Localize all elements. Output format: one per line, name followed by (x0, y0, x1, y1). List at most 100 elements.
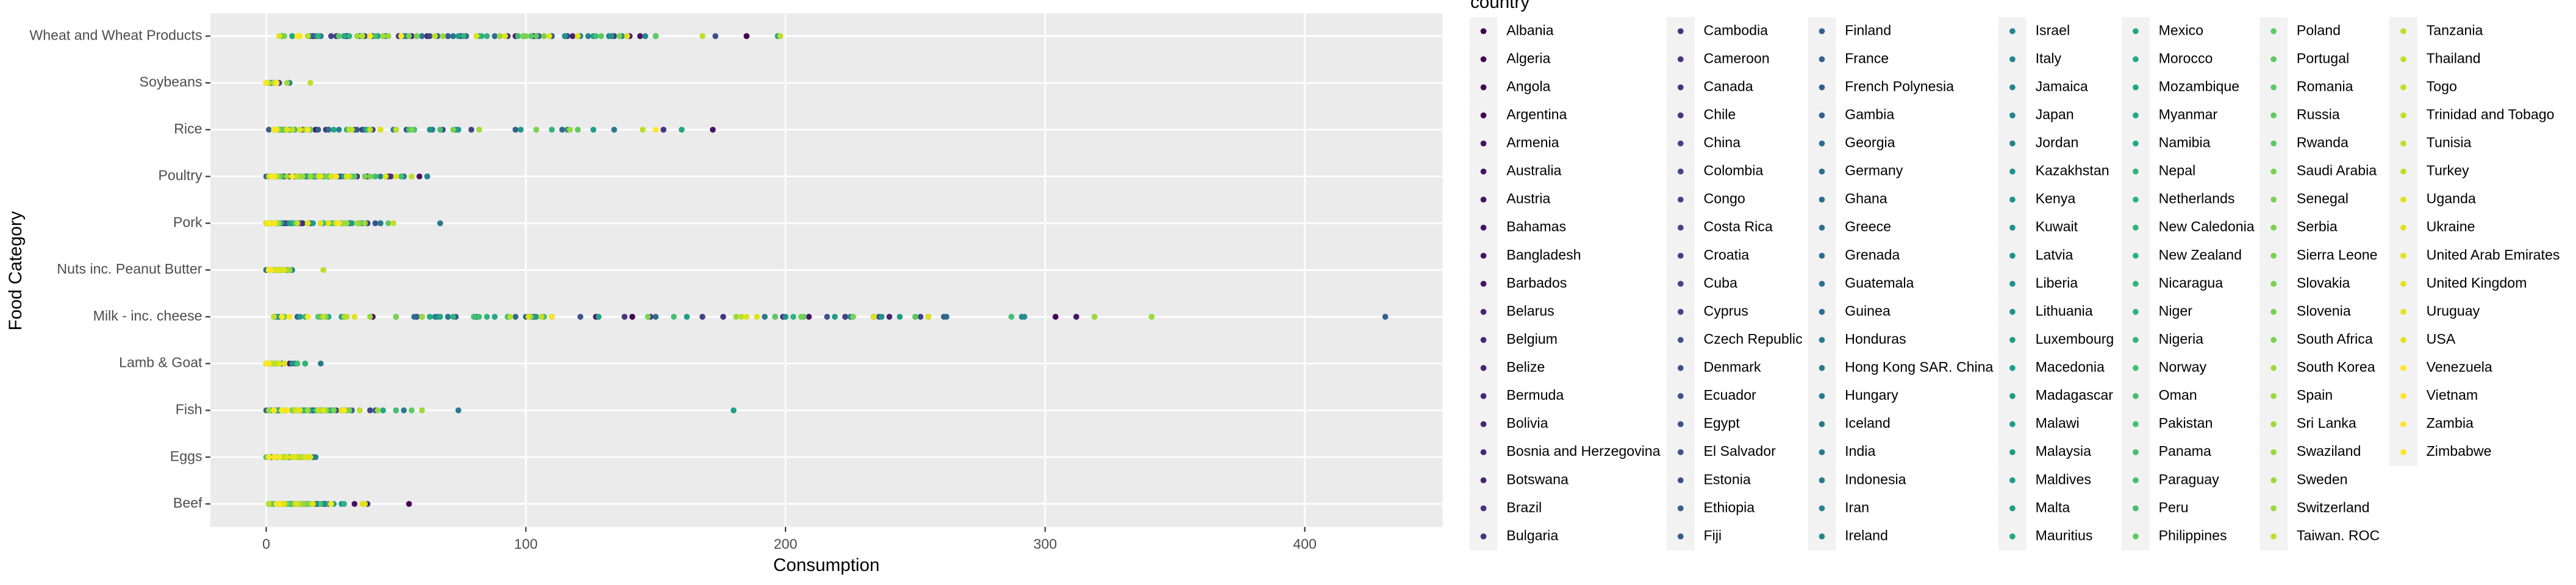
legend-label: South Africa (2297, 331, 2373, 347)
point (642, 33, 648, 40)
point (294, 407, 301, 414)
point (426, 126, 433, 133)
point (284, 454, 290, 461)
point (279, 314, 285, 320)
legend-label: Kenya (2036, 191, 2076, 207)
legend-key (2270, 393, 2277, 399)
legend-label: Brazil (1506, 499, 1542, 515)
point (362, 173, 368, 180)
legend-key (1480, 477, 1487, 483)
legend-key (2133, 28, 2139, 35)
legend-label: Sierra Leone (2297, 247, 2378, 263)
legend-key (1480, 168, 1487, 175)
legend-label: Philippines (2159, 527, 2227, 543)
legend-key (1819, 336, 1825, 343)
legend-label: Uganda (2427, 191, 2476, 207)
point (393, 314, 399, 320)
point (520, 33, 526, 40)
point (512, 314, 519, 320)
legend-label: Botswana (1506, 471, 1569, 487)
point (271, 220, 277, 227)
point (653, 314, 659, 320)
legend-label: Armenia (1506, 135, 1559, 151)
legend-key (2400, 224, 2406, 231)
point (354, 220, 360, 227)
legend-key (1819, 56, 1825, 63)
point (331, 407, 337, 414)
point (318, 173, 324, 180)
legend-label: Malawi (2036, 415, 2080, 431)
point (712, 33, 718, 40)
point (289, 173, 295, 180)
legend-label: Portugal (2297, 50, 2349, 66)
point (577, 314, 584, 320)
legend-label: Swaziland (2297, 443, 2361, 459)
legend-label: Malta (2036, 499, 2070, 515)
legend-key (1819, 533, 1825, 540)
point (276, 454, 282, 461)
point (271, 407, 277, 414)
point (279, 407, 285, 414)
legend-label: Venezuela (2427, 359, 2492, 375)
legend-key (2400, 365, 2406, 371)
legend-key (2400, 140, 2406, 147)
legend-label: Colombia (1703, 163, 1763, 179)
legend-label: United Kingdom (2427, 275, 2527, 291)
point (450, 126, 456, 133)
legend-label: India (1845, 443, 1875, 459)
legend-label: Ireland (1845, 527, 1888, 543)
legend-label: Guatemala (1845, 275, 1914, 291)
legend-key (2400, 308, 2406, 315)
point (549, 314, 555, 320)
y-tick-label: Beef (173, 495, 202, 511)
legend-key (2133, 449, 2139, 455)
point (473, 33, 480, 40)
legend-key (2133, 421, 2139, 427)
point (731, 407, 737, 414)
legend-key (1677, 140, 1684, 147)
legend-label: Congo (1703, 191, 1745, 207)
point (1008, 314, 1015, 320)
point (699, 314, 706, 320)
point (351, 501, 358, 507)
point (284, 80, 290, 86)
legend-label: Slovenia (2297, 303, 2351, 319)
legend-key (2133, 533, 2139, 540)
legend-key (2270, 112, 2277, 119)
point (754, 314, 760, 320)
point (281, 267, 288, 273)
point (416, 173, 423, 180)
point (273, 126, 280, 133)
point (372, 33, 379, 40)
point (1091, 314, 1098, 320)
point (351, 173, 358, 180)
point (393, 407, 399, 414)
point (640, 126, 646, 133)
legend-key (2400, 449, 2406, 455)
legend-key (1677, 84, 1684, 91)
point (359, 33, 365, 40)
point (372, 173, 379, 180)
legend-label: Thailand (2427, 50, 2481, 66)
point (289, 126, 295, 133)
legend-label: Malaysia (2036, 443, 2091, 459)
point (271, 454, 277, 461)
legend-key (1480, 84, 1487, 91)
legend-label: Pakistan (2159, 415, 2213, 431)
legend-key (2400, 112, 2406, 119)
legend-label: Fiji (1703, 527, 1722, 543)
point (265, 360, 272, 367)
point (409, 126, 415, 133)
legend-label: Serbia (2297, 219, 2338, 235)
legend-label: Panama (2159, 443, 2211, 459)
legend-key (2009, 477, 2016, 483)
point (460, 33, 467, 40)
point (515, 33, 521, 40)
point (307, 173, 313, 180)
point (294, 33, 301, 40)
point (912, 314, 918, 320)
legend-key (1480, 505, 1487, 512)
legend-label: New Caledonia (2159, 219, 2255, 235)
point (426, 314, 433, 320)
